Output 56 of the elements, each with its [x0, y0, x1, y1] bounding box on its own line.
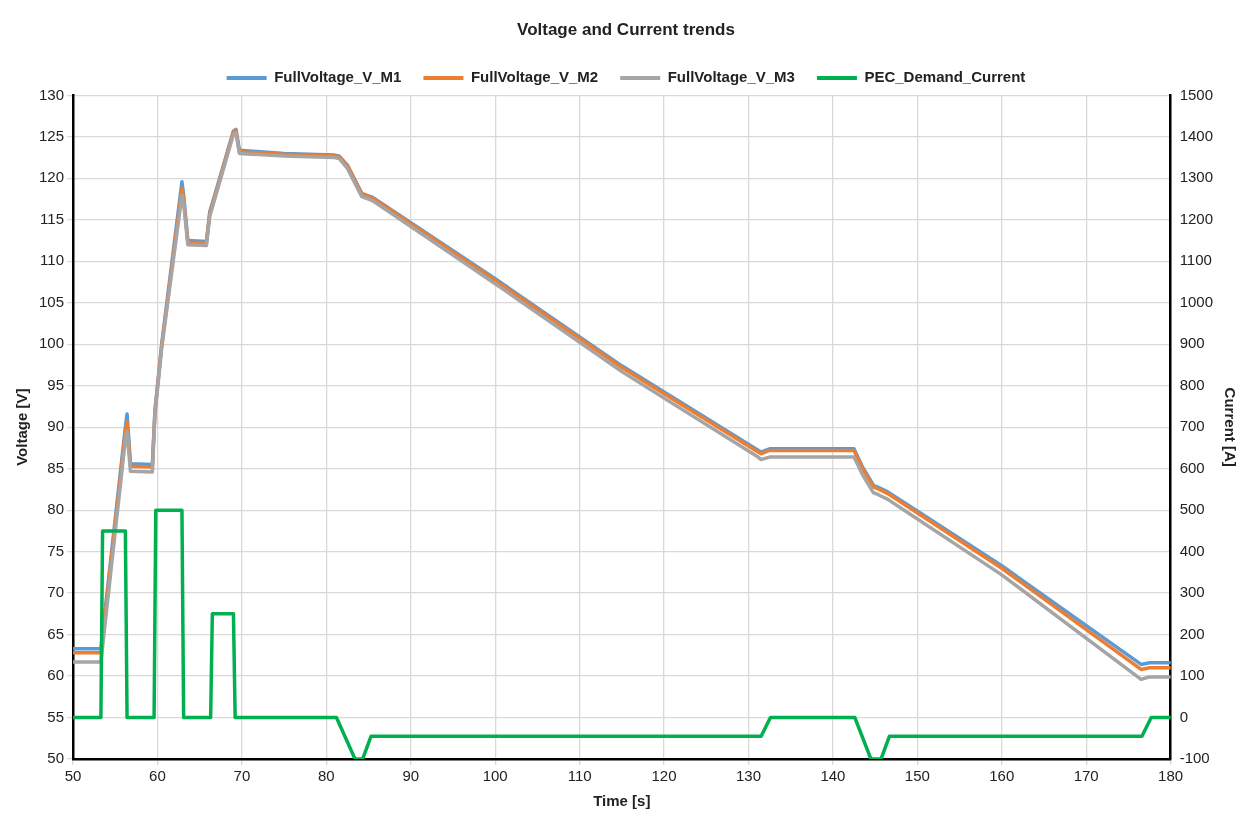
x-tick-label: 80	[317, 767, 335, 785]
legend-label: FullVoltage_V_M3	[667, 68, 795, 86]
y-tick-label: 95	[47, 375, 65, 393]
y2-tick-label: 1300	[1179, 168, 1214, 186]
x-tick-label: 120	[651, 767, 677, 785]
y-tick-label: 105	[39, 292, 65, 310]
x-tick-label: 90	[402, 767, 420, 785]
y-tick-label: 60	[47, 666, 65, 684]
x-tick-label: 140	[820, 767, 846, 785]
x-axis-title: Time [s]	[593, 792, 651, 810]
y2-tick-label: 600	[1179, 458, 1205, 476]
y2-tick-label: 300	[1179, 583, 1205, 601]
x-tick-label: 70	[233, 767, 251, 785]
y-tick-label: 85	[47, 458, 65, 476]
y2-tick-label: 900	[1179, 334, 1205, 352]
x-tick-label: 60	[149, 767, 166, 785]
chart-title: Voltage and Current trends	[517, 19, 735, 39]
y-tick-label: 55	[47, 707, 65, 725]
y2-axis-title: Current [A]	[1221, 387, 1239, 467]
x-tick-label: 100	[482, 767, 508, 785]
y-tick-label: 90	[47, 417, 65, 435]
legend-label: FullVoltage_V_M1	[274, 68, 402, 86]
y2-tick-label: 0	[1179, 707, 1188, 725]
y-axis-title: Voltage [V]	[13, 388, 31, 466]
y-tick-label: 120	[39, 168, 65, 186]
y2-tick-label: 1000	[1179, 292, 1214, 310]
y-tick-label: 70	[47, 583, 65, 601]
y2-tick-label: 1200	[1179, 209, 1214, 227]
y2-tick-label: -100	[1179, 749, 1210, 767]
y2-tick-label: 200	[1179, 624, 1205, 642]
y2-tick-label: 1100	[1179, 251, 1212, 269]
y2-tick-label: 100	[1179, 666, 1205, 684]
x-tick-label: 130	[735, 767, 761, 785]
y-tick-label: 130	[39, 85, 65, 103]
x-tick-label: 160	[989, 767, 1015, 785]
legend-label: FullVoltage_V_M2	[470, 68, 599, 86]
y-tick-label: 75	[47, 541, 65, 559]
y-tick-label: 80	[47, 500, 65, 518]
x-tick-label: 170	[1073, 767, 1099, 785]
x-tick-label: 180	[1158, 767, 1184, 785]
y2-tick-label: 500	[1179, 500, 1205, 518]
y-tick-label: 110	[40, 251, 65, 269]
y2-tick-label: 1500	[1179, 85, 1214, 103]
y2-tick-label: 800	[1179, 375, 1205, 393]
y-tick-label: 115	[40, 209, 65, 227]
y-tick-label: 65	[47, 624, 65, 642]
y2-tick-label: 700	[1179, 417, 1205, 435]
x-tick-label: 110	[567, 767, 592, 785]
y2-tick-label: 400	[1179, 541, 1205, 559]
x-tick-label: 150	[904, 767, 930, 785]
y2-tick-label: 1400	[1179, 127, 1214, 145]
x-tick-label: 50	[64, 767, 82, 785]
y-tick-label: 100	[39, 334, 65, 352]
legend-label: PEC_Demand_Current	[864, 68, 1026, 86]
y-tick-label: 50	[47, 749, 65, 767]
y-tick-label: 125	[39, 127, 65, 145]
